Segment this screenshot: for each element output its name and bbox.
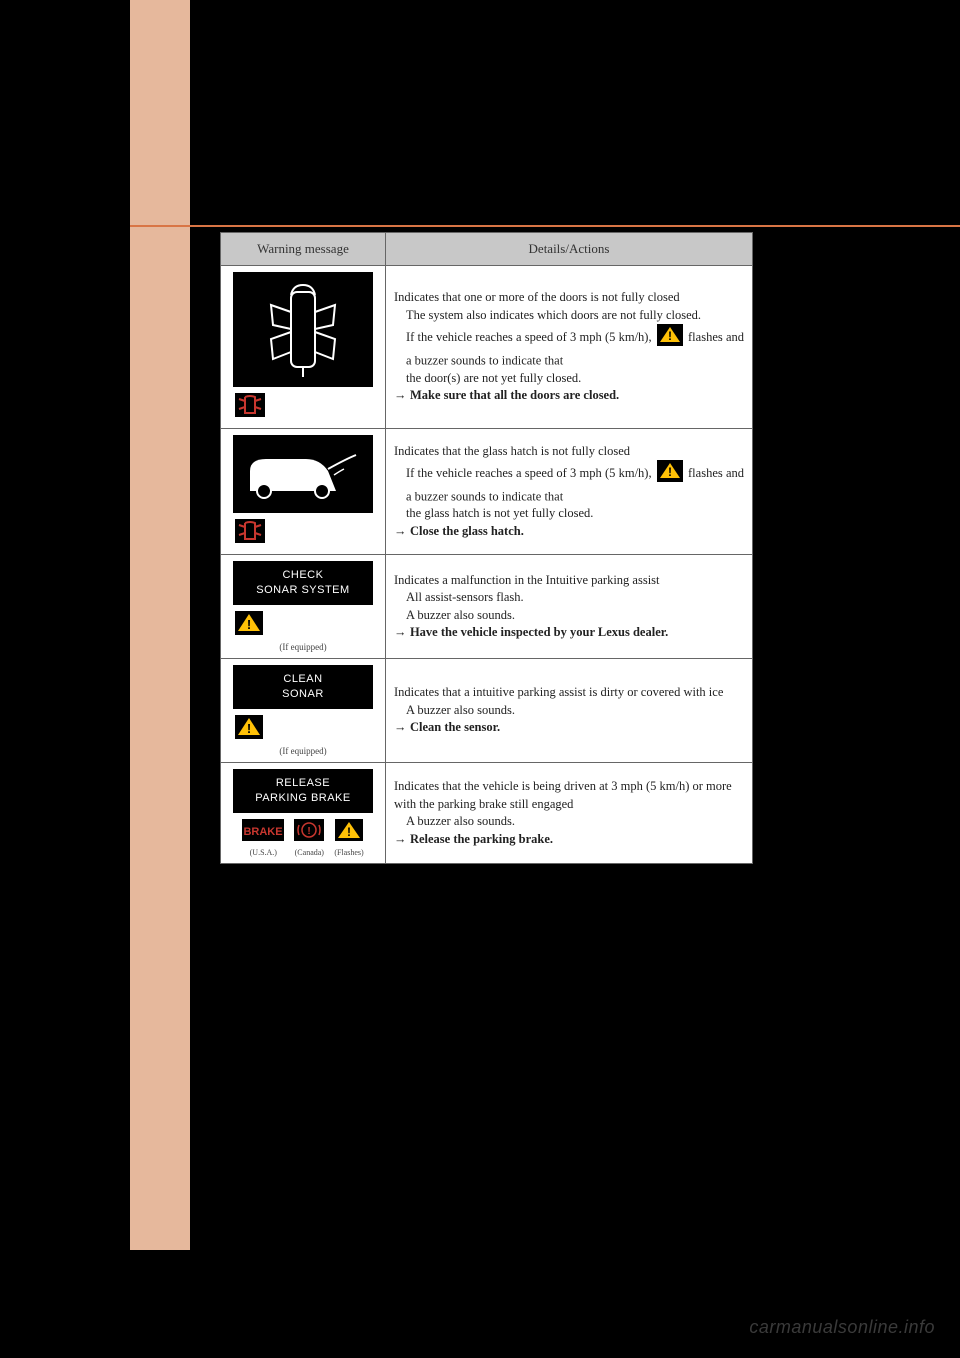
brake-indicator-row: BRAKE (U.S.A.) ! (Canada) ! (Flashes) — [227, 819, 379, 857]
lead-text: Indicates that the glass hatch is not fu… — [394, 444, 630, 458]
sub-text: the glass hatch is not yet fully closed. — [394, 505, 744, 523]
warning-cell-brake: RELEASE PARKING BRAKE BRAKE (U.S.A.) ! (… — [221, 763, 386, 864]
sub-text: the door(s) are not yet fully closed. — [394, 370, 744, 388]
warn-triangle-icon: ! — [235, 715, 263, 739]
watermark: carmanualsonline.info — [749, 1317, 935, 1338]
lead-text: Indicates that one or more of the doors … — [394, 290, 680, 304]
sub-text: The system also indicates which doors ar… — [394, 307, 744, 325]
svg-text:!: ! — [347, 825, 351, 839]
brake-circle-icon: ! — [294, 819, 324, 841]
sub-text: All assist-sensors flash. — [394, 589, 744, 607]
svg-text:!: ! — [668, 329, 672, 343]
left-sidebar — [130, 0, 190, 1250]
action-text: → Make sure that all the doors are close… — [394, 388, 619, 402]
display-line2: SONAR — [282, 687, 324, 702]
warning-table: Warning message Details/Actions — [220, 232, 753, 864]
svg-text:!: ! — [308, 826, 311, 837]
warning-cell-clean-sonar: CLEAN SONAR ! (If equipped) — [221, 659, 386, 763]
warn-triangle-icon: ! — [657, 324, 683, 352]
below-label: (Canada) — [294, 848, 324, 857]
details-cell-check-sonar: Indicates a malfunction in the Intuitive… — [385, 555, 752, 659]
svg-text:!: ! — [247, 721, 251, 736]
caption: (If equipped) — [227, 642, 379, 652]
warn-triangle-icon: ! — [235, 611, 263, 635]
lead-text: Indicates that the vehicle is being driv… — [394, 779, 732, 811]
display-line2: PARKING BRAKE — [255, 791, 351, 806]
check-sonar-panel: CHECK SONAR SYSTEM — [233, 561, 373, 605]
warn-triangle-icon: ! — [335, 819, 363, 841]
display-line1: CHECK — [282, 568, 323, 583]
warning-cell-check-sonar: CHECK SONAR SYSTEM ! (If equipped) — [221, 555, 386, 659]
warning-cell-hatch — [221, 429, 386, 555]
display-line1: CLEAN — [283, 672, 322, 687]
details-cell-hatch: Indicates that the glass hatch is not fu… — [385, 429, 752, 555]
below-label: (Flashes) — [334, 848, 363, 857]
details-cell-doors: Indicates that one or more of the doors … — [385, 266, 752, 429]
action-text: → Have the vehicle inspected by your Lex… — [394, 625, 668, 639]
warn-triangle-icon: ! — [657, 460, 683, 488]
header-warning: Warning message — [221, 233, 386, 266]
lead-text: Indicates that a intuitive parking assis… — [394, 685, 723, 699]
action-text: → Release the parking brake. — [394, 832, 553, 846]
hatch-open-diagram — [238, 439, 368, 509]
action-text: → Close the glass hatch. — [394, 524, 524, 538]
lead-text: Indicates a malfunction in the Intuitive… — [394, 573, 660, 587]
table-row: Indicates that the glass hatch is not fu… — [221, 429, 753, 555]
table-row: Indicates that one or more of the doors … — [221, 266, 753, 429]
display-line1: RELEASE — [276, 776, 330, 791]
brake-text-icon: BRAKE — [242, 819, 284, 841]
sub-text: A buzzer also sounds. — [394, 702, 744, 720]
clean-sonar-panel: CLEAN SONAR — [233, 665, 373, 709]
sub-text: A buzzer also sounds. — [394, 813, 744, 831]
accent-line — [130, 225, 960, 227]
table-row: RELEASE PARKING BRAKE BRAKE (U.S.A.) ! (… — [221, 763, 753, 864]
table-row: CLEAN SONAR ! (If equipped) Indicates th… — [221, 659, 753, 763]
doors-open-diagram — [243, 277, 363, 382]
door-ajar-icon — [235, 393, 265, 417]
display-line2: SONAR SYSTEM — [256, 583, 349, 598]
svg-text:!: ! — [247, 617, 251, 632]
below-label: (U.S.A.) — [242, 848, 284, 857]
release-brake-panel: RELEASE PARKING BRAKE — [233, 769, 373, 813]
details-cell-clean-sonar: Indicates that a intuitive parking assis… — [385, 659, 752, 763]
svg-text:!: ! — [668, 465, 672, 479]
details-cell-brake: Indicates that the vehicle is being driv… — [385, 763, 752, 864]
header-details: Details/Actions — [385, 233, 752, 266]
sub-text: A buzzer also sounds. — [394, 607, 744, 625]
warning-cell-doors — [221, 266, 386, 429]
caption: (If equipped) — [227, 746, 379, 756]
doors-display-panel — [233, 272, 373, 387]
sub-text: If the vehicle reaches a speed of 3 mph … — [394, 324, 744, 369]
svg-text:BRAKE: BRAKE — [244, 826, 283, 838]
action-text: → Clean the sensor. — [394, 720, 500, 734]
hatch-display-panel — [233, 435, 373, 513]
table-row: CHECK SONAR SYSTEM ! (If equipped) Indic… — [221, 555, 753, 659]
door-ajar-icon — [235, 519, 265, 543]
sub-text: If the vehicle reaches a speed of 3 mph … — [394, 460, 744, 505]
